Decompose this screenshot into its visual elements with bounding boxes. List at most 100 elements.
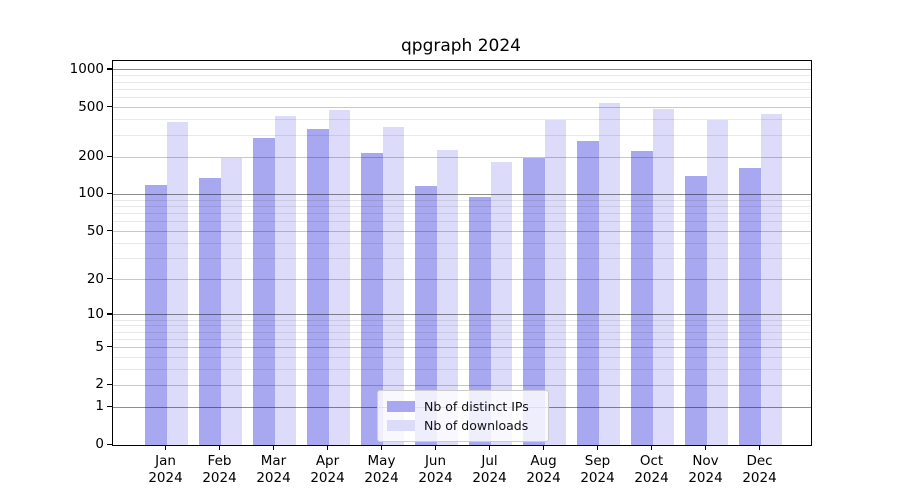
grid-line <box>113 213 811 215</box>
x-tick <box>704 445 707 450</box>
bar-sep-ips <box>577 141 599 445</box>
grid-line <box>113 319 811 321</box>
y-tick-label: 10 <box>86 305 104 322</box>
x-tick-month: Mar <box>260 453 287 469</box>
x-tick-label: Apr 2024 <box>296 453 360 487</box>
grid-line <box>113 314 811 316</box>
x-tick-label: May 2024 <box>350 453 414 487</box>
legend-item: Nb of downloads <box>387 416 538 435</box>
x-tick-label: Jul 2024 <box>458 453 522 487</box>
y-tick-label: 0 <box>95 436 104 452</box>
x-tick-month: Oct <box>639 453 664 469</box>
x-tick-year: 2024 <box>364 470 399 486</box>
legend-label: Nb of distinct IPs <box>424 399 529 414</box>
y-tick-label: 1000 <box>69 60 104 77</box>
bar-dec-downloads <box>760 114 782 445</box>
x-tick <box>218 445 221 450</box>
bar-jul-ips <box>469 197 491 445</box>
grid-line <box>113 134 811 136</box>
bar-dec-ips <box>739 168 761 445</box>
bar-feb-downloads <box>220 157 242 445</box>
y-tick-label: 100 <box>78 185 104 202</box>
x-tick-month: May <box>367 453 396 469</box>
grid-line <box>113 69 811 71</box>
bar-nov-downloads <box>706 120 728 445</box>
bar-apr-ips <box>307 129 329 445</box>
x-tick <box>434 445 437 450</box>
bar-sep-downloads <box>598 102 620 445</box>
x-tick <box>326 445 329 450</box>
y-tick-label: 500 <box>78 98 104 115</box>
x-tick <box>596 445 599 450</box>
y-tick <box>107 278 112 280</box>
grid-line <box>113 193 811 195</box>
x-tick-label: Nov 2024 <box>674 453 738 487</box>
x-tick-year: 2024 <box>634 470 669 486</box>
grid-line <box>113 81 811 83</box>
y-tick-label: 5 <box>95 338 104 355</box>
grid-line <box>113 347 811 349</box>
grid-line <box>113 199 811 201</box>
x-tick-year: 2024 <box>472 470 507 486</box>
x-tick <box>650 445 653 450</box>
bar-mar-downloads <box>274 115 296 445</box>
x-tick-year: 2024 <box>580 470 615 486</box>
bar-oct-ips <box>631 150 653 445</box>
bar-jan-downloads <box>166 121 188 445</box>
x-tick-year: 2024 <box>688 470 723 486</box>
grid-line <box>113 279 811 281</box>
grid-line <box>113 369 811 371</box>
grid-line <box>113 156 811 158</box>
y-tick <box>107 383 112 386</box>
grid-line <box>113 357 811 359</box>
x-tick-label: Sep 2024 <box>566 453 630 487</box>
grid-line <box>113 258 811 260</box>
x-tick-label: Oct 2024 <box>620 453 684 487</box>
x-tick-label: Aug 2024 <box>512 453 576 487</box>
y-tick <box>107 155 112 157</box>
x-tick-year: 2024 <box>526 470 561 486</box>
x-tick-year: 2024 <box>148 470 183 486</box>
x-tick-year: 2024 <box>202 470 237 486</box>
x-tick-month: Feb <box>207 453 232 469</box>
bar-oct-downloads <box>652 108 674 445</box>
y-tick <box>107 405 112 408</box>
x-tick <box>380 445 383 450</box>
grid-line <box>113 325 811 327</box>
y-tick <box>107 68 112 70</box>
x-tick-month: Aug <box>530 453 557 469</box>
bar-apr-downloads <box>328 109 350 445</box>
y-tick-label: 20 <box>86 270 104 287</box>
x-tick <box>542 445 545 450</box>
grid-line <box>113 242 811 244</box>
x-tick-label: Mar 2024 <box>242 453 306 487</box>
x-tick-year: 2024 <box>310 470 345 486</box>
grid-line <box>113 338 811 340</box>
y-tick-label: 1 <box>95 398 104 415</box>
grid-line <box>113 88 811 90</box>
bar-may-ips <box>361 152 383 445</box>
x-tick <box>164 445 167 450</box>
grid-line <box>113 75 811 77</box>
x-tick-label: Jan 2024 <box>134 453 198 487</box>
bar-jan-ips <box>145 185 167 445</box>
y-tick <box>107 443 112 445</box>
x-tick-year: 2024 <box>256 470 291 486</box>
y-tick <box>107 192 112 195</box>
bar-aug-downloads <box>544 120 566 445</box>
x-tick-label: Jun 2024 <box>404 453 468 487</box>
legend-swatch-icon <box>387 401 415 412</box>
y-tick-label: 200 <box>78 148 104 165</box>
y-tick <box>107 230 112 232</box>
x-tick-month: Jun <box>424 453 447 469</box>
bar-may-downloads <box>382 127 404 445</box>
bar-jun-downloads <box>436 149 458 445</box>
grid-line <box>113 97 811 99</box>
x-tick-month: Jul <box>481 453 498 469</box>
x-tick <box>488 445 491 450</box>
x-tick <box>758 445 761 450</box>
legend-item: Nb of distinct IPs <box>387 397 538 416</box>
x-tick-year: 2024 <box>742 470 777 486</box>
grid-line <box>113 384 811 386</box>
